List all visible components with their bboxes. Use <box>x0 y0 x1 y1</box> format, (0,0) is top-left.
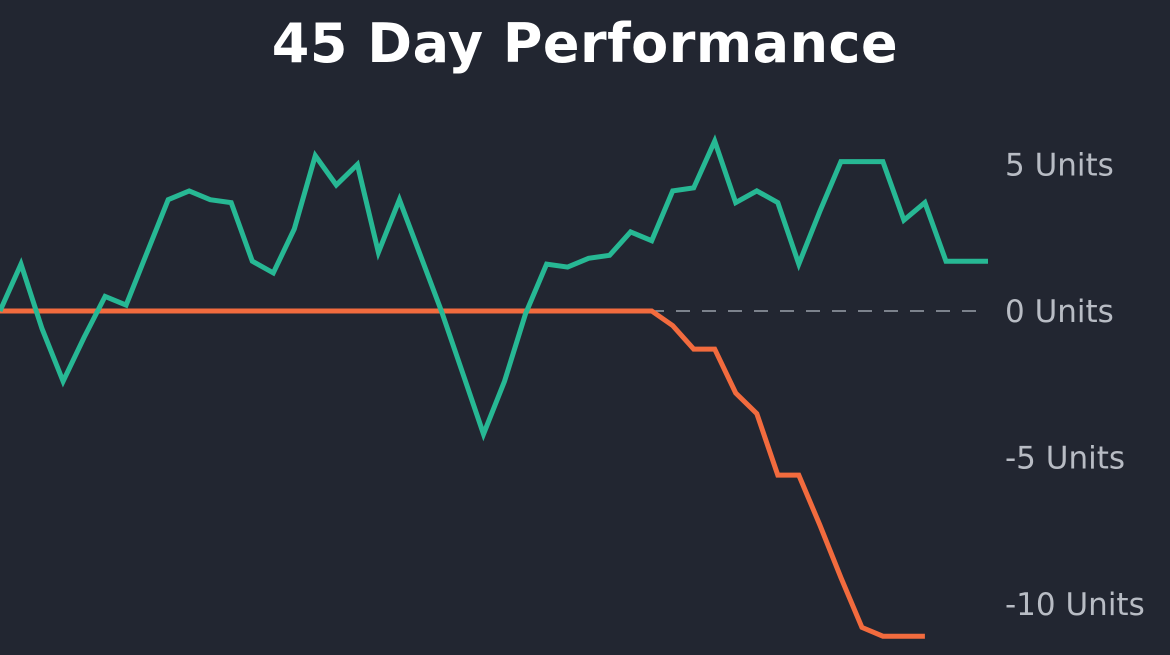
series-line-1 <box>0 134 988 442</box>
series-line-2 <box>0 308 925 639</box>
y-tick-label: 5 Units <box>1005 148 1114 184</box>
y-tick-label: 0 Units <box>1005 294 1114 330</box>
y-tick-label: -5 Units <box>1005 441 1125 477</box>
chart-title: 45 Day Performance <box>271 12 899 75</box>
y-tick-label: -10 Units <box>1005 587 1145 623</box>
